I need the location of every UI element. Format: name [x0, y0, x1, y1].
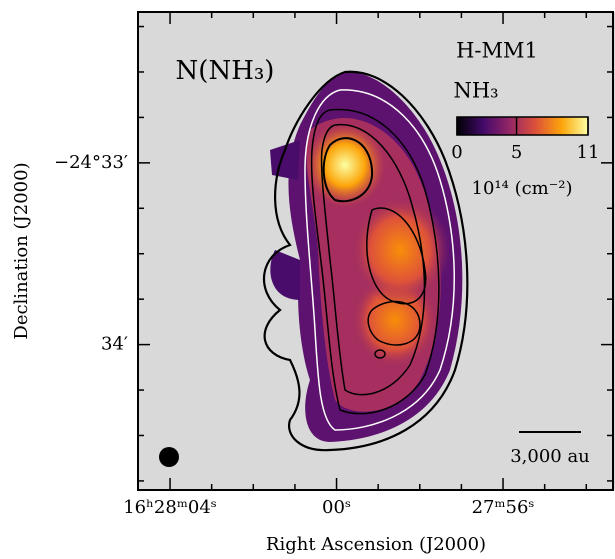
contour	[304, 89, 455, 431]
colorbar-tick-label: 0	[451, 142, 462, 163]
emission-map	[262, 70, 469, 452]
contour	[366, 207, 427, 305]
source-name: H-MM1	[456, 39, 538, 63]
x-axis-label: Right Ascension (J2000)	[266, 534, 486, 555]
scale-bar-label: 3,000 au	[510, 446, 590, 467]
y-tick-label: −24°33′	[54, 152, 128, 173]
plot-frame	[137, 11, 614, 491]
contour	[320, 123, 426, 396]
map-title: N(NH₃)	[176, 56, 275, 86]
x-tick-label: 00ˢ	[322, 497, 351, 518]
map-peak	[350, 195, 450, 305]
contour	[367, 300, 421, 346]
colorbar-tick-label: 5	[511, 142, 522, 163]
molecule-name: NH₃	[453, 79, 498, 103]
x-tick-label: 16ʰ28ᵐ04ˢ	[123, 497, 217, 518]
beam	[159, 447, 179, 467]
map-region	[270, 140, 300, 300]
contour	[374, 349, 386, 359]
x-tick-label: 27ᵐ56ˢ	[472, 497, 535, 518]
map-peak	[305, 123, 385, 207]
contour	[262, 70, 469, 452]
colorbar	[456, 116, 589, 136]
colorbar-tick-label: 11	[577, 142, 600, 163]
contour	[322, 137, 374, 203]
contour	[310, 108, 440, 415]
y-axis-label: Declination (J2000)	[11, 162, 32, 339]
y-tick-label: 34′	[101, 334, 128, 355]
colorbar-label: 10¹⁴ (cm⁻²)	[472, 178, 573, 199]
